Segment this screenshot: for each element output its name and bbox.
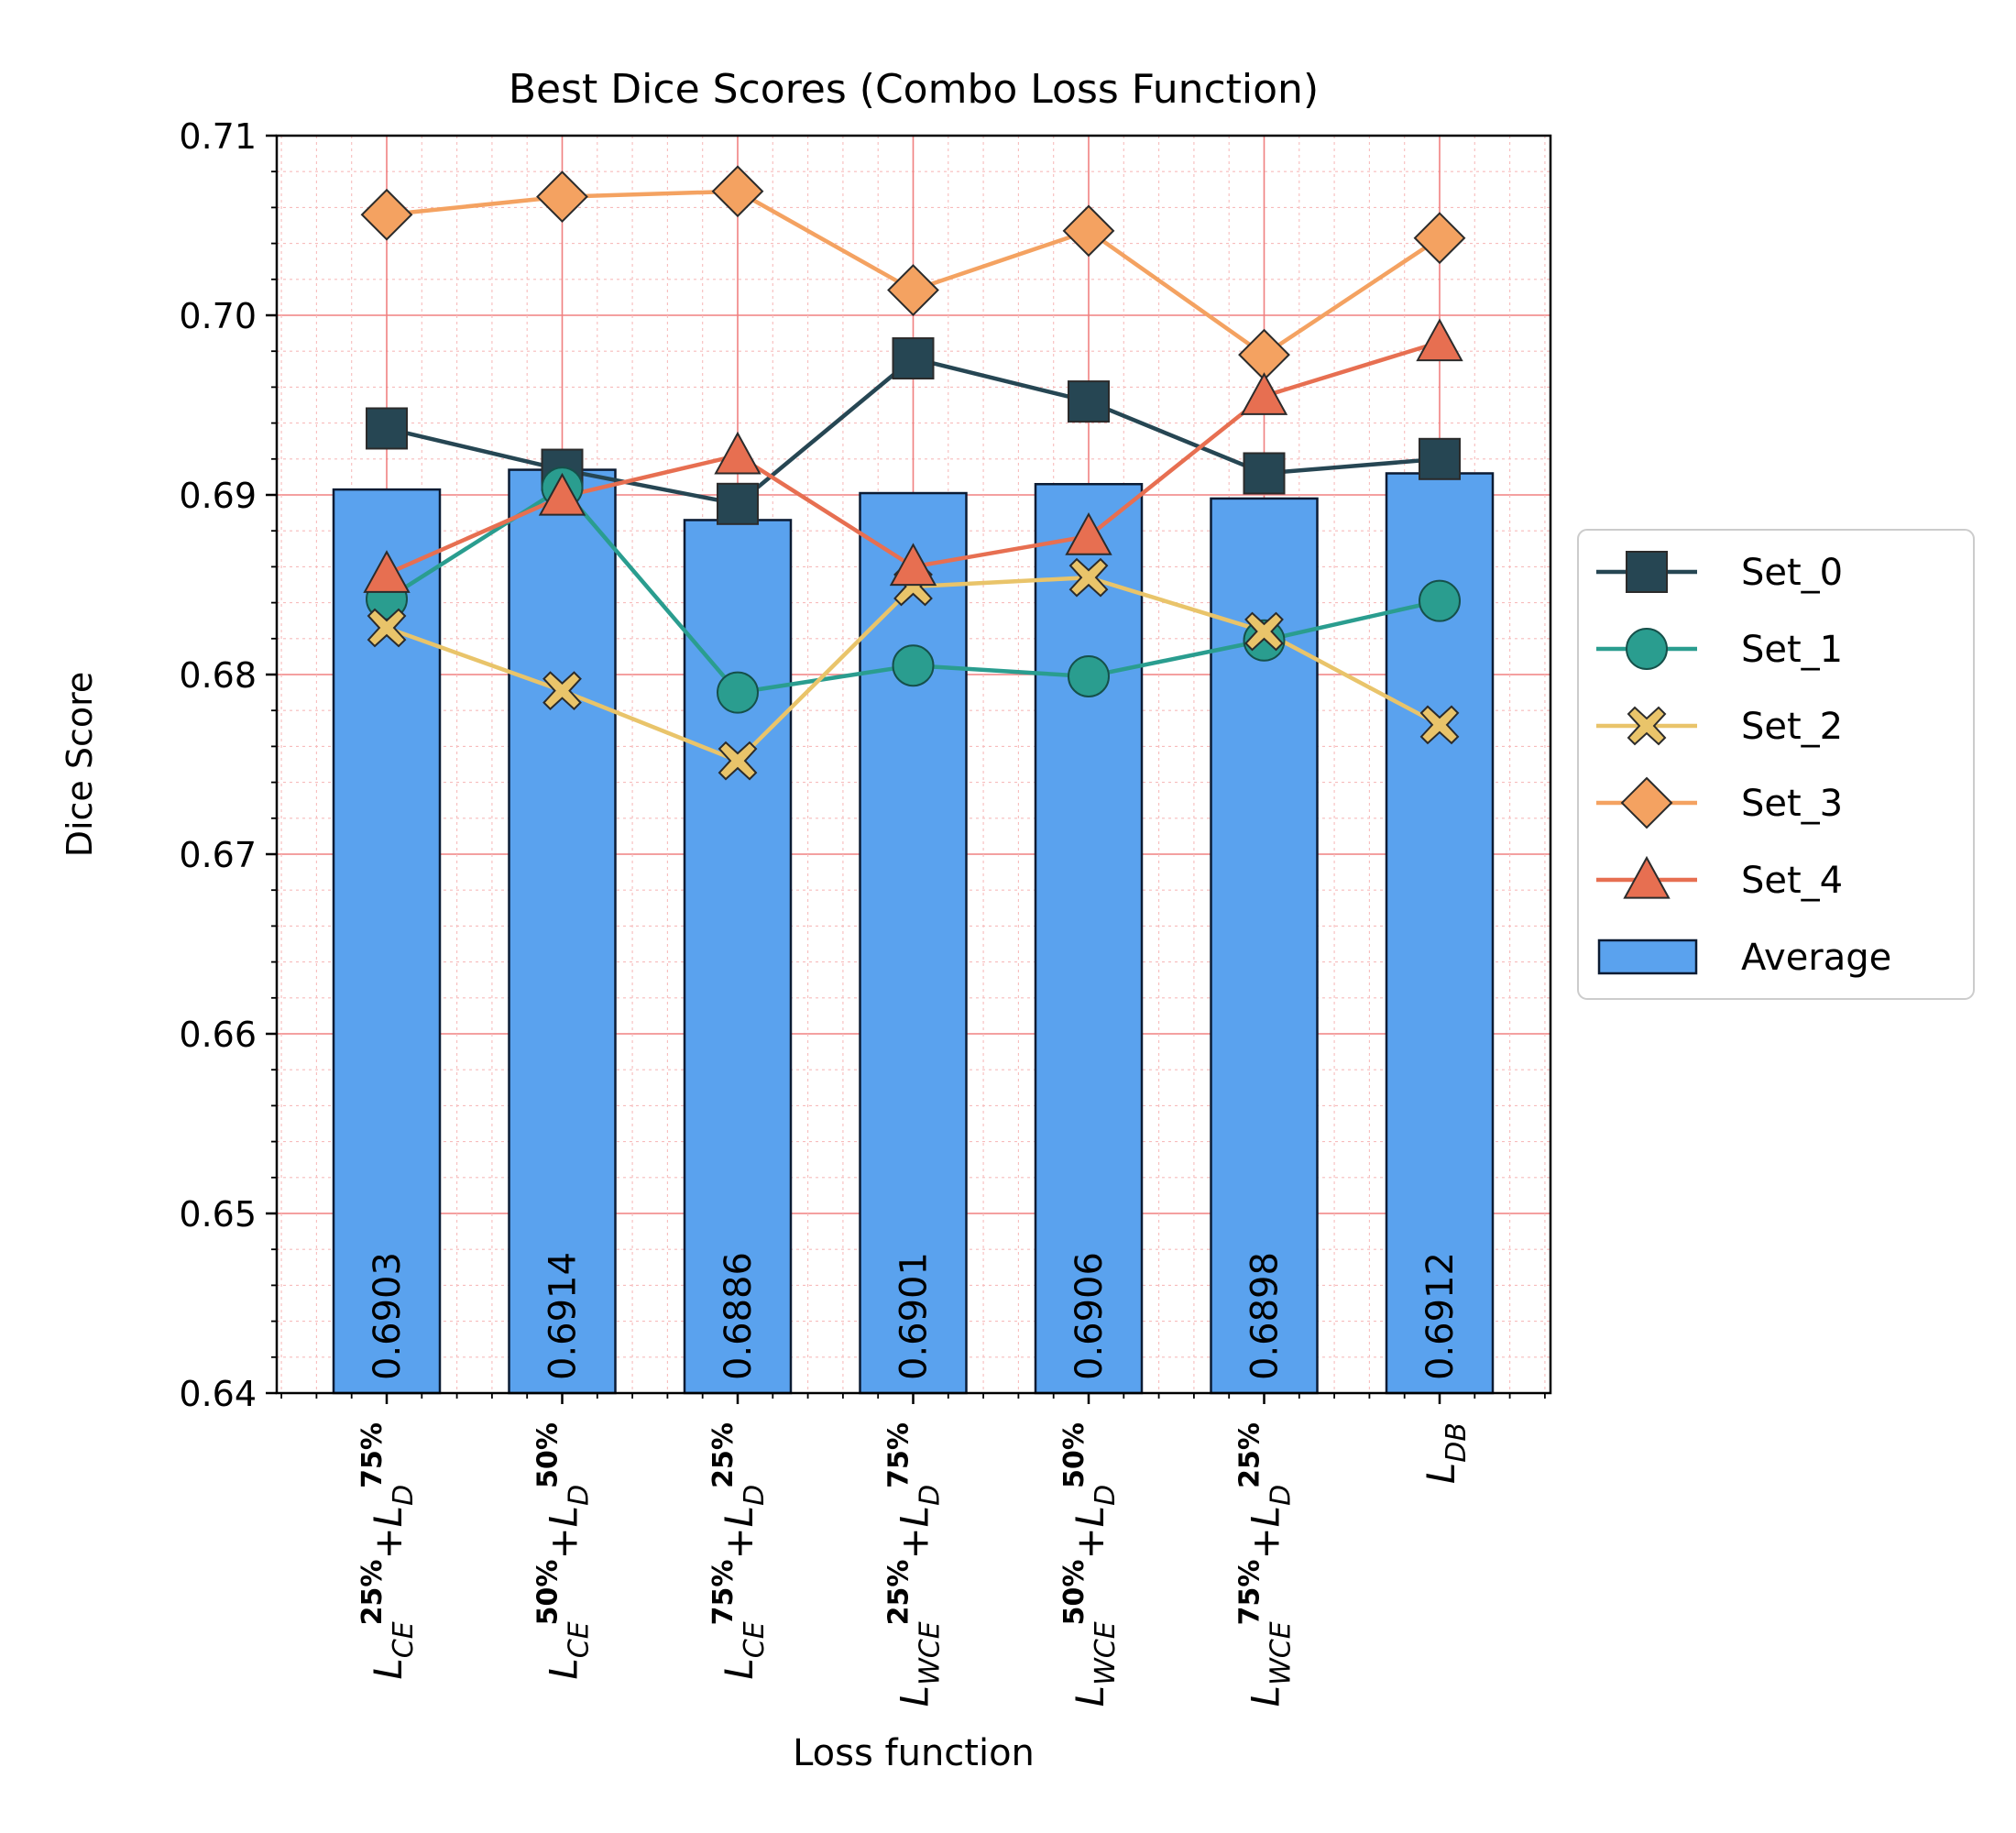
bars xyxy=(332,468,1495,1395)
x-tick-label: LCE75%+LD25% xyxy=(707,1422,771,1680)
legend-swatch-average xyxy=(1597,938,1698,975)
x-axis: LCE25%+LD75% LCE50%+LD50% LCE75%+LD25% LWCE… xyxy=(280,1393,1546,1707)
point-Set_2 xyxy=(1419,705,1460,745)
bar-value-label: 0.6886 xyxy=(718,1252,760,1380)
point-Set_0 xyxy=(1243,452,1286,495)
y-tick-label: 0.69 xyxy=(179,476,257,516)
x-tick-label: LCE50%+LD50% xyxy=(532,1422,596,1680)
y-tick-label: 0.68 xyxy=(179,655,257,696)
point-Set_2 xyxy=(367,608,407,648)
point-Set_3 xyxy=(1062,204,1115,258)
point-Set_1 xyxy=(1243,619,1286,662)
x-tick-label-text: LWCE50%+LD50% xyxy=(1058,1422,1122,1707)
point-Set_2 xyxy=(1244,611,1284,652)
bar-value-label: 0.6901 xyxy=(893,1252,936,1380)
legend-label: Average xyxy=(1741,937,1891,979)
point-Set_3 xyxy=(1413,212,1466,265)
bar-average xyxy=(508,468,617,1395)
legend-marker-Set_3 xyxy=(1620,776,1673,829)
bar-average xyxy=(859,491,968,1395)
x-tick-label: LWCE50%+LD50% xyxy=(1058,1422,1122,1707)
x-tick-label-text: LCE50%+LD50% xyxy=(532,1422,596,1680)
point-Set_0 xyxy=(717,482,759,525)
legend-marker-Set_4 xyxy=(1623,855,1671,899)
y-axis: 0.64 0.65 0.66 0.67 0.68 0.69 0.70 0.71 xyxy=(179,116,277,1414)
point-Set_1 xyxy=(1068,654,1110,697)
y-tick-label: 0.64 xyxy=(179,1374,257,1414)
chart-title: Best Dice Scores (Combo Loss Function) xyxy=(509,66,1319,113)
y-axis-label: Dice Score xyxy=(60,672,100,858)
point-Set_3 xyxy=(887,264,939,316)
y-tick-label: 0.71 xyxy=(179,116,257,157)
legend-box xyxy=(1577,529,1975,1000)
series-markers xyxy=(360,165,1466,781)
point-Set_1 xyxy=(892,644,935,687)
point-Set_4 xyxy=(1065,512,1112,555)
legend-label: Set_4 xyxy=(1741,860,1843,902)
point-Set_3 xyxy=(536,170,588,224)
x-tick-label-text: LCE25%+LD75% xyxy=(356,1422,420,1680)
bar-average xyxy=(683,519,793,1395)
point-Set_4 xyxy=(538,472,586,516)
point-Set_4 xyxy=(714,431,761,475)
point-Set_2 xyxy=(542,671,582,711)
x-tick-label: LDB xyxy=(1419,1422,1473,1484)
point-Set_4 xyxy=(1416,318,1463,362)
point-Set_1 xyxy=(717,671,759,714)
bar-value-label: 0.6914 xyxy=(542,1252,585,1380)
legend: Set_0 Set_1 Set_2 Set_3 Set_4 Average xyxy=(1577,529,1975,1000)
point-Set_4 xyxy=(363,550,411,593)
y-tick-label: 0.65 xyxy=(179,1194,257,1235)
bar-value-label: 0.6898 xyxy=(1244,1252,1287,1380)
legend-label: Set_3 xyxy=(1741,783,1843,825)
point-Set_3 xyxy=(1238,328,1290,381)
legend-marker-Set_2 xyxy=(1627,706,1667,746)
legend-label: Set_2 xyxy=(1741,706,1843,748)
bar-labels: 0.6903 0.6914 0.6886 0.6901 0.6906 0.6898 0.69… xyxy=(367,1252,1462,1380)
point-Set_4 xyxy=(1240,372,1288,415)
x-tick-label-text: LWCE25%+LD75% xyxy=(883,1422,947,1707)
y-tick-label: 0.66 xyxy=(179,1015,257,1055)
point-Set_2 xyxy=(1068,557,1109,598)
x-tick-label: LWCE25%+LD75% xyxy=(883,1422,947,1707)
legend-label: Set_1 xyxy=(1741,629,1843,671)
bar-average xyxy=(1034,482,1144,1395)
point-Set_0 xyxy=(1068,380,1110,423)
point-Set_3 xyxy=(360,188,413,241)
bar-value-label: 0.6912 xyxy=(1419,1252,1462,1380)
x-tick-label: LWCE75%+LD25% xyxy=(1234,1422,1298,1707)
legend-label: Set_0 xyxy=(1741,552,1843,594)
x-tick-label-text: LCE75%+LD25% xyxy=(707,1422,771,1680)
point-Set_0 xyxy=(1419,437,1461,480)
point-Set_2 xyxy=(718,741,758,781)
bar-value-label: 0.6903 xyxy=(367,1252,409,1380)
x-tick-label: LCE25%+LD75% xyxy=(356,1422,420,1680)
point-Set_0 xyxy=(892,337,935,380)
point-Set_0 xyxy=(366,407,408,450)
x-tick-label-text: LWCE75%+LD25% xyxy=(1234,1422,1298,1707)
y-tick-label: 0.70 xyxy=(179,296,257,336)
point-Set_3 xyxy=(711,165,764,218)
x-axis-label: Loss function xyxy=(793,1732,1035,1774)
legend-marker-Set_1 xyxy=(1626,628,1668,670)
y-tick-label: 0.67 xyxy=(179,835,257,875)
point-Set_4 xyxy=(889,543,937,587)
x-tick-label-text: LDB xyxy=(1419,1422,1473,1484)
bar-value-label: 0.6906 xyxy=(1068,1252,1111,1380)
point-Set_1 xyxy=(1419,579,1461,622)
legend-marker-Set_0 xyxy=(1626,551,1668,593)
